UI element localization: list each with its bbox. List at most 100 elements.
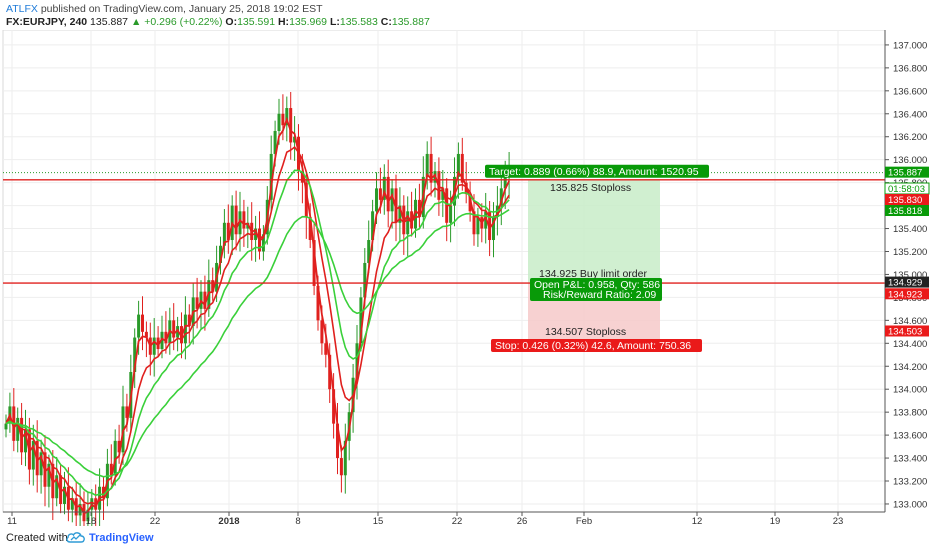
candle-body bbox=[429, 153, 433, 183]
candle-body bbox=[343, 440, 347, 476]
time-tick-label: 2018 bbox=[218, 516, 239, 527]
price-tick-label: 134.200 bbox=[893, 362, 927, 373]
candle-body bbox=[4, 423, 8, 430]
moving-average-line bbox=[5, 145, 510, 506]
candle-body bbox=[316, 285, 320, 321]
tradingview-brand[interactable]: TradingView bbox=[89, 532, 154, 544]
candle-body bbox=[234, 205, 238, 235]
price-tick-label: 135.400 bbox=[893, 224, 927, 235]
candle-body bbox=[371, 211, 375, 241]
candle-body bbox=[417, 199, 421, 218]
position-labels: Target: 0.889 (0.66%) 88.9, Amount: 1520… bbox=[485, 164, 709, 353]
candle-body bbox=[222, 222, 226, 246]
candle-body bbox=[472, 211, 476, 235]
candle-body bbox=[499, 188, 503, 206]
candle-body bbox=[183, 314, 187, 344]
candle-body bbox=[449, 205, 453, 223]
moving-average-line bbox=[5, 169, 510, 497]
price-tick-label: 136.400 bbox=[893, 109, 927, 120]
candle-body bbox=[24, 429, 27, 453]
candle-body bbox=[137, 314, 141, 338]
target-label-box bbox=[485, 164, 709, 178]
moving-average-line bbox=[5, 209, 510, 478]
price-tag-box bbox=[885, 194, 929, 205]
candle-body bbox=[492, 217, 495, 241]
chart-header: ATLFX published on TradingView.com, Janu… bbox=[0, 0, 932, 30]
candle-body bbox=[382, 176, 386, 200]
last-price: 135.887 bbox=[90, 16, 129, 28]
time-tick-label: 26 bbox=[517, 516, 528, 527]
candle-body bbox=[172, 320, 176, 338]
price-tick-label: 136.200 bbox=[893, 132, 927, 143]
low-label: L: bbox=[329, 16, 340, 28]
candle-body bbox=[273, 130, 277, 154]
candle-body bbox=[308, 217, 312, 241]
price-tick-label: 135.000 bbox=[893, 270, 927, 281]
close-value: 135.887 bbox=[391, 16, 430, 28]
candle-body bbox=[261, 234, 265, 252]
candle-body bbox=[456, 153, 460, 177]
price-tick-label: 133.600 bbox=[893, 431, 927, 442]
symbol-label[interactable]: FX:EURJPY, 240 bbox=[6, 16, 88, 28]
candle-body bbox=[312, 240, 316, 286]
price-tag-label: 134.929 bbox=[888, 278, 922, 289]
high-value: 135.969 bbox=[289, 16, 328, 28]
candle-body bbox=[226, 222, 230, 241]
stop-note: 134.507 Stoploss bbox=[545, 326, 626, 338]
time-tick-label: 12 bbox=[692, 516, 703, 527]
target-note: 135.825 Stoploss bbox=[550, 182, 631, 194]
candle-body bbox=[328, 354, 332, 390]
chart-grid bbox=[2, 29, 886, 513]
candle-body bbox=[144, 331, 148, 338]
horizontal-lines bbox=[3, 179, 885, 284]
price-tick-label: 136.800 bbox=[893, 63, 927, 74]
candle-body bbox=[219, 245, 222, 263]
author-link[interactable]: ATLFX bbox=[6, 3, 38, 15]
candle-body bbox=[211, 280, 215, 292]
plot-area bbox=[2, 29, 886, 513]
target-label: Target: 0.889 (0.66%) 88.9, Amount: 1520… bbox=[489, 166, 699, 178]
symbol-info: FX:EURJPY, 240 135.887 ▲ +0.296 (+0.22%)… bbox=[6, 16, 430, 28]
candle-body bbox=[324, 343, 328, 355]
tradingview-cloud-icon[interactable] bbox=[66, 530, 86, 544]
low-value: 135.583 bbox=[339, 16, 378, 28]
candle-body bbox=[152, 337, 156, 355]
time-tick-label: 18 bbox=[86, 516, 97, 527]
price-tag-box bbox=[885, 205, 929, 216]
created-with-text: Created with bbox=[6, 532, 68, 544]
price-axis[interactable]: 137.000 136.800 136.600 136.400 136.200 136.0… bbox=[884, 30, 927, 512]
candle-body bbox=[133, 337, 137, 372]
candle-body bbox=[339, 458, 343, 476]
stop-label-box bbox=[491, 339, 702, 353]
price-tick-label: 134.600 bbox=[893, 316, 927, 327]
open-label: O: bbox=[225, 16, 238, 28]
candle-body bbox=[203, 291, 207, 309]
candle-body bbox=[300, 171, 304, 183]
price-tag-box bbox=[885, 166, 929, 178]
candle-body bbox=[63, 486, 66, 504]
candle-body bbox=[484, 211, 488, 229]
candle-body bbox=[414, 199, 417, 229]
candle-body bbox=[47, 463, 51, 487]
time-tick-label: 15 bbox=[373, 516, 384, 527]
candle-body bbox=[117, 440, 121, 453]
price-tick-label: 133.200 bbox=[893, 477, 927, 488]
candle-body bbox=[238, 211, 242, 235]
candle-body bbox=[102, 486, 105, 499]
candle-body bbox=[156, 337, 160, 350]
candle-body bbox=[31, 440, 35, 470]
price-tag-label: 134.503 bbox=[888, 326, 922, 337]
candle-body bbox=[70, 498, 74, 510]
candle-body bbox=[109, 463, 113, 476]
candle-body bbox=[141, 314, 144, 332]
candle-body bbox=[304, 182, 308, 218]
candle-body bbox=[164, 331, 168, 344]
time-axis[interactable]: 11 18 22 2018 8 15 22 26 Feb 12 19 23 bbox=[3, 511, 885, 527]
candle-body bbox=[363, 262, 367, 298]
time-tick-label: 11 bbox=[7, 516, 17, 527]
pnl-label-box bbox=[530, 278, 662, 302]
candle-body bbox=[398, 205, 402, 223]
publish-info: ATLFX published on TradingView.com, Janu… bbox=[6, 3, 323, 15]
price-tick-label: 133.400 bbox=[893, 454, 927, 465]
